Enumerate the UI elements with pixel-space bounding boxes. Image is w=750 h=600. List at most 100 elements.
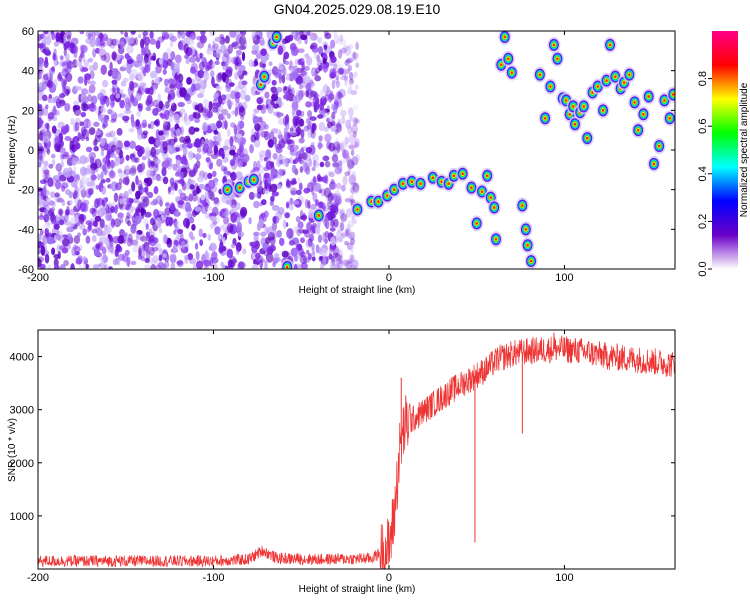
noise-speckle bbox=[59, 31, 64, 42]
noise-speckle bbox=[168, 33, 175, 41]
noise-speckle bbox=[127, 59, 134, 64]
noise-speckle bbox=[283, 85, 288, 91]
noise-speckle bbox=[161, 167, 167, 177]
noise-speckle bbox=[129, 73, 135, 81]
noise-speckle bbox=[57, 36, 64, 44]
noise-speckle bbox=[239, 90, 247, 100]
noise-speckle bbox=[64, 242, 71, 250]
noise-speckle bbox=[232, 211, 240, 218]
noise-speckle bbox=[227, 128, 231, 137]
noise-speckle bbox=[110, 245, 115, 255]
noise-speckle bbox=[260, 53, 267, 64]
noise-speckle bbox=[324, 93, 330, 102]
noise-speckle bbox=[82, 105, 87, 111]
noise-speckle bbox=[328, 171, 335, 178]
noise-speckle bbox=[277, 134, 284, 140]
noise-speckle bbox=[188, 170, 196, 178]
noise-speckle bbox=[198, 183, 206, 190]
noise-speckle bbox=[39, 66, 44, 73]
noise-speckle bbox=[177, 73, 184, 83]
noise-speckle bbox=[61, 61, 66, 67]
noise-speckle bbox=[97, 114, 104, 122]
noise-speckle bbox=[85, 263, 89, 269]
noise-speckle bbox=[87, 225, 92, 231]
noise-speckle bbox=[265, 236, 271, 245]
noise-speckle bbox=[316, 174, 322, 183]
noise-speckle bbox=[80, 134, 86, 142]
noise-speckle bbox=[72, 166, 77, 172]
noise-speckle bbox=[100, 54, 107, 61]
noise-speckle bbox=[187, 253, 194, 261]
noise-speckle bbox=[75, 59, 80, 67]
noise-speckle bbox=[164, 78, 169, 87]
noise-speckle bbox=[38, 106, 44, 117]
noise-speckle bbox=[169, 41, 174, 48]
noise-speckle bbox=[56, 197, 64, 203]
signal-blob bbox=[515, 197, 529, 214]
noise-speckle bbox=[290, 65, 295, 72]
noise-speckle bbox=[336, 38, 342, 46]
noise-speckle bbox=[42, 80, 47, 90]
noise-speckle bbox=[306, 249, 310, 255]
noise-speckle bbox=[331, 154, 339, 163]
noise-speckle bbox=[290, 190, 297, 196]
noise-speckle bbox=[331, 79, 336, 90]
noise-speckle bbox=[129, 80, 135, 91]
noise-speckle bbox=[108, 109, 116, 115]
noise-speckle bbox=[346, 242, 353, 251]
noise-speckle bbox=[268, 246, 274, 254]
noise-speckle bbox=[87, 94, 93, 102]
noise-speckle bbox=[335, 74, 340, 81]
noise-speckle bbox=[191, 193, 198, 202]
noise-speckle bbox=[290, 247, 298, 257]
noise-speckle bbox=[153, 119, 159, 126]
noise-speckle bbox=[339, 34, 344, 43]
noise-speckle bbox=[332, 31, 338, 36]
noise-speckle bbox=[72, 84, 78, 94]
noise-speckle bbox=[339, 67, 345, 75]
noise-speckle bbox=[213, 135, 218, 141]
noise-speckle bbox=[134, 239, 139, 247]
noise-speckle bbox=[193, 112, 201, 119]
signal-blob bbox=[270, 31, 284, 45]
noise-speckle bbox=[339, 254, 344, 265]
noise-speckle bbox=[217, 136, 223, 142]
noise-speckle bbox=[49, 191, 56, 199]
noise-speckle bbox=[336, 208, 342, 214]
y-tick-label: 40 bbox=[22, 66, 34, 78]
noise-speckle bbox=[116, 87, 120, 93]
noise-speckle bbox=[100, 171, 104, 181]
y-tick-label: 3000 bbox=[10, 405, 34, 417]
noise-speckle bbox=[293, 263, 298, 269]
noise-speckle bbox=[167, 78, 175, 85]
noise-speckle bbox=[108, 130, 116, 138]
noise-speckle bbox=[267, 226, 275, 237]
noise-speckle bbox=[334, 81, 339, 89]
noise-speckle bbox=[107, 214, 113, 221]
noise-speckle bbox=[267, 105, 274, 114]
noise-speckle bbox=[197, 175, 204, 183]
noise-speckle bbox=[130, 165, 137, 174]
noise-speckle bbox=[214, 91, 220, 102]
noise-speckle bbox=[38, 161, 42, 168]
noise-speckle bbox=[120, 93, 126, 99]
noise-speckle bbox=[39, 131, 44, 142]
noise-speckle bbox=[267, 138, 274, 148]
noise-speckle bbox=[302, 162, 310, 173]
noise-speckle bbox=[331, 111, 336, 120]
noise-speckle bbox=[235, 242, 242, 252]
noise-speckle bbox=[260, 104, 267, 114]
noise-speckle bbox=[210, 70, 215, 78]
noise-speckle bbox=[69, 42, 75, 49]
noise-speckle bbox=[308, 121, 312, 127]
noise-speckle bbox=[140, 208, 147, 215]
noise-speckle bbox=[221, 121, 226, 129]
noise-speckle bbox=[135, 232, 140, 241]
noise-speckle bbox=[82, 228, 88, 236]
chart-title: GN04.2025.029.08.19.E10 bbox=[274, 1, 441, 17]
noise-speckle bbox=[204, 265, 209, 269]
noise-speckle bbox=[329, 227, 336, 232]
noise-speckle bbox=[99, 253, 104, 262]
x-tick-label: -100 bbox=[202, 572, 224, 584]
signal-blob bbox=[642, 88, 656, 105]
